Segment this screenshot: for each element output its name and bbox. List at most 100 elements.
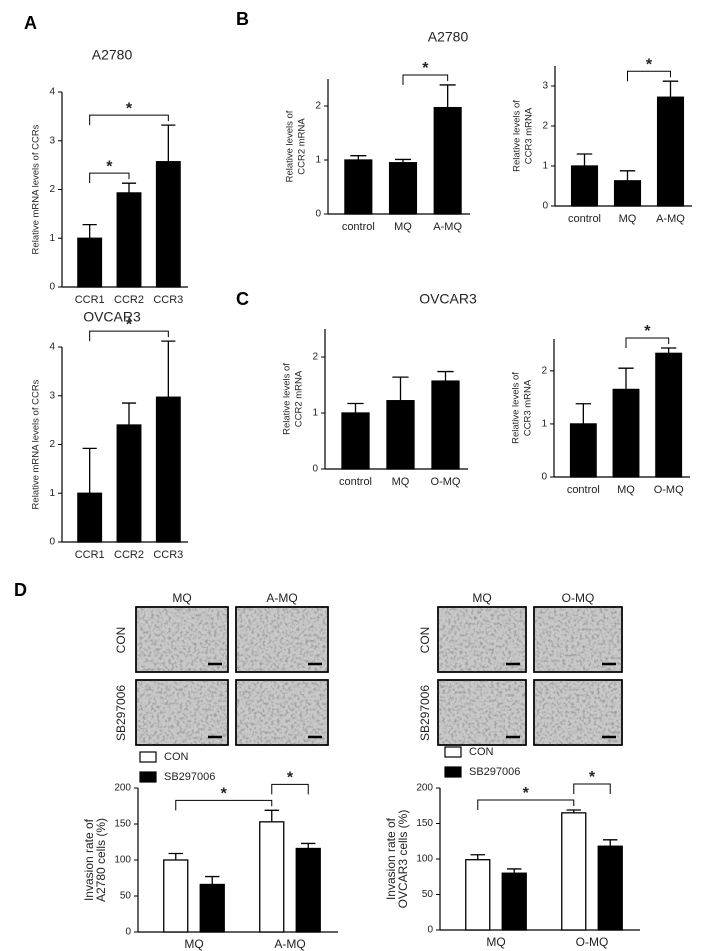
y-tick-label: 2	[312, 352, 318, 363]
y-tick-label: 2	[49, 439, 55, 450]
legend-label: CON	[164, 751, 189, 763]
x-tick-label: MQ	[486, 935, 505, 949]
significance-bracket	[89, 172, 130, 184]
error-bar	[660, 347, 677, 354]
error-bar	[161, 340, 176, 398]
y-axis-label: A2780 cells (%)	[94, 818, 108, 902]
micrograph-border	[235, 679, 329, 746]
x-tick-label: MQ	[394, 221, 412, 233]
significance-bracket	[89, 114, 169, 126]
legend-swatch	[139, 751, 157, 763]
significance-label: *	[221, 786, 228, 803]
y-tick-label: 50	[422, 889, 434, 900]
y-axis-label: CCR3 mRNA	[524, 107, 535, 164]
micrograph-border	[235, 606, 329, 673]
panel-label: A	[24, 13, 37, 33]
bar	[501, 872, 527, 931]
micrograph-row-label: CON	[114, 627, 128, 654]
y-axis-label: CCR2 mRNA	[297, 118, 308, 175]
micrograph-row-label: SB297006	[418, 685, 432, 741]
x-tick-label: CCR3	[153, 549, 183, 561]
bar	[386, 400, 415, 470]
significance-bracket	[627, 70, 671, 82]
micrograph-texture	[438, 680, 526, 745]
chart-title: OVCAR3	[419, 291, 477, 307]
significance-label: *	[644, 323, 651, 340]
y-axis-label: Relative levels of	[512, 100, 523, 172]
error-bar	[566, 809, 581, 813]
y-tick-label: 0	[49, 537, 55, 548]
bar	[431, 380, 460, 470]
y-tick-label: 1	[49, 233, 55, 244]
bar	[116, 424, 142, 543]
significance-bracket	[477, 799, 575, 811]
y-tick-label: 2	[315, 101, 321, 112]
y-tick-label: 0	[427, 925, 433, 936]
x-tick-label: MQ	[184, 937, 203, 951]
y-tick-label: 0	[312, 464, 318, 475]
significance-bracket	[573, 783, 611, 795]
bar	[655, 352, 683, 478]
significance-bracket	[175, 799, 273, 811]
significance-label: *	[287, 770, 294, 787]
x-tick-label: O-MQ	[431, 476, 461, 488]
y-tick-label: 2	[542, 121, 548, 132]
micrograph-column-label: O-MQ	[562, 591, 595, 605]
chart-title: OVCAR3	[83, 309, 141, 325]
bar	[199, 883, 225, 933]
significance-label: *	[523, 785, 530, 802]
significance-label: *	[126, 316, 133, 333]
y-tick-label: 100	[114, 855, 131, 866]
error-bar	[439, 84, 456, 108]
x-tick-label: control	[339, 476, 372, 488]
micrograph-border	[437, 606, 527, 673]
y-axis-label: Relative mRNA levels of CCRs	[31, 379, 42, 509]
x-tick-label: A-MQ	[656, 213, 685, 225]
y-tick-label: 2	[541, 365, 547, 376]
legend-label: SB297006	[164, 771, 215, 783]
bar	[433, 106, 462, 215]
micrograph-border	[437, 679, 527, 746]
error-bar	[121, 182, 137, 193]
x-tick-label: MQ	[392, 476, 410, 488]
bar	[155, 396, 181, 543]
bar	[388, 162, 418, 215]
micrograph-border	[135, 679, 229, 746]
error-bar	[168, 852, 183, 860]
error-bar	[470, 854, 485, 860]
bar	[163, 859, 189, 933]
y-axis-label: OVCAR3 cells (%)	[396, 810, 410, 909]
y-axis-label: CCR3 mRNA	[523, 379, 534, 436]
y-axis-label: Relative levels of	[285, 110, 296, 182]
micrograph-column-label: MQ	[472, 591, 491, 605]
chart-title: A2780	[92, 47, 133, 63]
bar	[597, 845, 623, 931]
y-tick-label: 0	[542, 201, 548, 212]
micrograph-texture	[534, 680, 622, 745]
x-tick-label: MQ	[617, 484, 635, 496]
significance-bracket	[402, 74, 449, 85]
y-tick-label: 0	[315, 209, 321, 220]
micrograph-texture	[136, 680, 228, 745]
bar	[344, 159, 373, 215]
x-tick-label: CCR1	[75, 549, 105, 561]
bar	[570, 165, 599, 207]
error-bar	[350, 155, 367, 160]
y-tick-label: 1	[312, 408, 318, 419]
error-bar	[264, 809, 279, 822]
error-bar	[392, 376, 409, 401]
y-tick-label: 1	[541, 419, 547, 430]
chart-title: A2780	[428, 29, 469, 45]
error-bar	[82, 447, 97, 494]
y-tick-label: 0	[541, 472, 547, 483]
bar	[569, 423, 597, 478]
y-tick-label: 4	[49, 87, 55, 98]
y-tick-label: 150	[416, 818, 433, 829]
significance-label: *	[646, 56, 653, 73]
legend-label: CON	[469, 746, 494, 758]
bar	[561, 812, 587, 931]
error-bar	[662, 80, 679, 98]
error-bar	[576, 153, 593, 166]
error-bar	[619, 170, 636, 181]
